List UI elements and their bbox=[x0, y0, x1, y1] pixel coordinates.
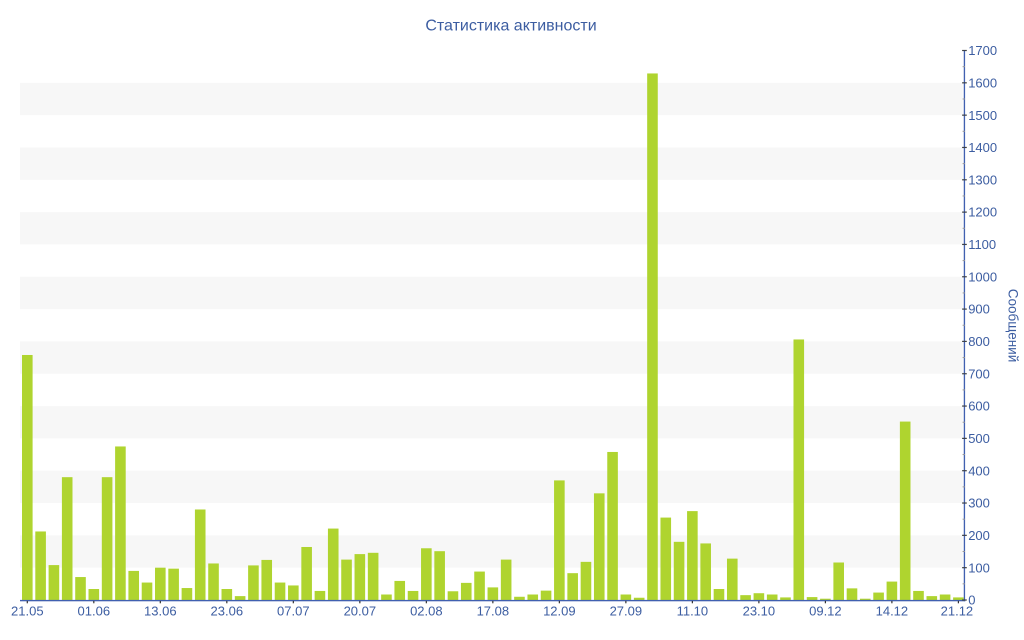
svg-text:1500: 1500 bbox=[968, 108, 997, 123]
svg-text:600: 600 bbox=[968, 399, 990, 414]
svg-text:1600: 1600 bbox=[968, 75, 997, 90]
svg-text:1300: 1300 bbox=[968, 172, 997, 187]
svg-text:11.10: 11.10 bbox=[677, 603, 709, 618]
svg-text:Статистика активности: Статистика активности bbox=[425, 18, 596, 35]
svg-text:20.07: 20.07 bbox=[344, 603, 377, 618]
svg-text:09.12: 09.12 bbox=[809, 603, 842, 618]
svg-text:27.09: 27.09 bbox=[610, 603, 643, 618]
svg-text:900: 900 bbox=[968, 302, 990, 317]
svg-text:07.07: 07.07 bbox=[277, 603, 310, 618]
svg-text:12.09: 12.09 bbox=[543, 603, 576, 618]
svg-text:300: 300 bbox=[968, 496, 990, 511]
svg-text:1700: 1700 bbox=[968, 43, 997, 58]
svg-text:13.06: 13.06 bbox=[144, 603, 177, 618]
svg-text:14.12: 14.12 bbox=[876, 603, 909, 618]
svg-text:700: 700 bbox=[968, 366, 990, 381]
svg-text:200: 200 bbox=[968, 528, 990, 543]
svg-text:1100: 1100 bbox=[968, 237, 996, 252]
svg-text:02.08: 02.08 bbox=[410, 603, 443, 618]
svg-text:400: 400 bbox=[968, 463, 990, 478]
svg-text:0: 0 bbox=[968, 593, 975, 608]
svg-text:23.06: 23.06 bbox=[211, 603, 244, 618]
svg-text:800: 800 bbox=[968, 334, 990, 349]
svg-text:1000: 1000 bbox=[968, 269, 997, 284]
svg-text:1200: 1200 bbox=[968, 205, 997, 220]
svg-text:Сообщений: Сообщений bbox=[1005, 289, 1020, 363]
svg-text:23.10: 23.10 bbox=[743, 603, 776, 618]
svg-text:100: 100 bbox=[968, 560, 990, 575]
svg-text:17.08: 17.08 bbox=[477, 603, 510, 618]
svg-text:01.06: 01.06 bbox=[78, 603, 111, 618]
svg-text:500: 500 bbox=[968, 431, 990, 446]
svg-text:21.12: 21.12 bbox=[941, 603, 974, 618]
svg-text:1400: 1400 bbox=[968, 140, 997, 155]
svg-text:21.05: 21.05 bbox=[11, 603, 44, 618]
